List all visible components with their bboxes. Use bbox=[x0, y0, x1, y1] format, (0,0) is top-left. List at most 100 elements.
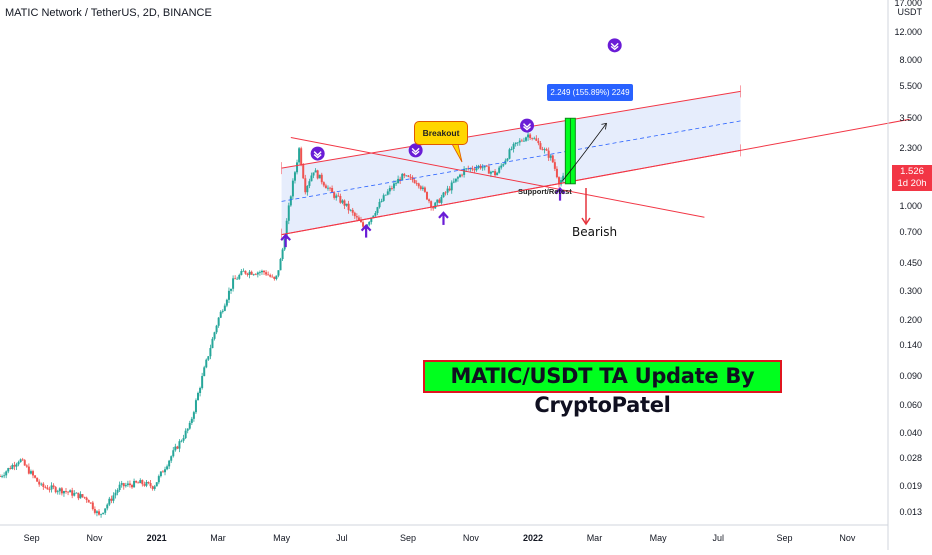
candle-body bbox=[560, 180, 563, 185]
candle-body bbox=[180, 440, 183, 442]
candle-body bbox=[524, 137, 527, 141]
candle-body bbox=[510, 148, 513, 150]
candle-body bbox=[531, 138, 534, 139]
candle-body bbox=[498, 167, 501, 173]
up-marker-head bbox=[360, 223, 372, 232]
candle-body bbox=[258, 272, 261, 274]
candle-body bbox=[306, 185, 309, 193]
measure-label: 2.249 (155.89%) 2249 bbox=[547, 84, 633, 101]
candle-body bbox=[494, 171, 497, 176]
candle-body bbox=[502, 164, 505, 166]
candle-body bbox=[201, 376, 204, 388]
candle-body bbox=[227, 290, 230, 300]
candle-body bbox=[17, 462, 20, 465]
support-retest-label: Support/Retest bbox=[518, 187, 572, 196]
candle-body bbox=[329, 187, 332, 189]
candle-body bbox=[11, 465, 14, 469]
candle-body bbox=[362, 222, 365, 227]
candle-body bbox=[514, 142, 517, 145]
candle-body bbox=[355, 216, 358, 218]
candle-body bbox=[126, 483, 129, 486]
candle-body bbox=[473, 169, 476, 171]
candle-body bbox=[166, 466, 169, 470]
candle-body bbox=[535, 138, 538, 141]
candle-body bbox=[380, 200, 383, 202]
candle-body bbox=[423, 187, 426, 192]
candle-body bbox=[436, 199, 439, 203]
candle-body bbox=[65, 491, 68, 492]
candle-body bbox=[118, 484, 121, 491]
y-tick-label: 0.060 bbox=[899, 399, 922, 410]
down-marker-chevron bbox=[523, 123, 532, 131]
y-tick-label: 0.090 bbox=[899, 371, 922, 381]
candle-body bbox=[506, 158, 509, 161]
markers-layer bbox=[280, 38, 622, 248]
candle-body bbox=[489, 171, 492, 174]
y-tick-label: 0.700 bbox=[899, 226, 922, 237]
candle-body bbox=[48, 489, 51, 491]
down-marker bbox=[607, 38, 622, 53]
candle-body bbox=[190, 418, 193, 423]
candle-body bbox=[549, 155, 552, 158]
x-tick-label: Nov bbox=[86, 533, 103, 543]
candle-body bbox=[310, 175, 313, 182]
candle-body bbox=[314, 170, 317, 173]
candle-body bbox=[215, 325, 218, 333]
candle-body bbox=[419, 186, 422, 189]
up-marker-head bbox=[280, 233, 292, 241]
candle-body bbox=[205, 359, 208, 368]
candle-body bbox=[248, 271, 251, 275]
candle-body bbox=[345, 203, 348, 206]
candle-body bbox=[203, 367, 206, 377]
candle-body bbox=[333, 192, 336, 198]
candle-body bbox=[199, 387, 202, 393]
y-tick-label: 0.040 bbox=[899, 428, 922, 439]
projection-arrowhead bbox=[601, 122, 607, 130]
candle-body bbox=[475, 167, 478, 171]
candle-body bbox=[5, 471, 8, 476]
bearish-arrowhead bbox=[581, 217, 591, 226]
support-trendline bbox=[281, 118, 910, 236]
candle-body bbox=[176, 446, 179, 449]
candle-body bbox=[102, 512, 105, 514]
y-tick-label: 5.500 bbox=[899, 81, 922, 92]
candle-body bbox=[547, 150, 550, 158]
candle-body bbox=[184, 430, 187, 439]
candle-body bbox=[38, 481, 41, 485]
candle-body bbox=[273, 276, 276, 280]
candle-body bbox=[186, 428, 189, 431]
candle-body bbox=[446, 188, 449, 193]
candle-body bbox=[79, 494, 82, 499]
y-tick-label: 0.013 bbox=[899, 507, 922, 518]
candle-body bbox=[428, 199, 431, 202]
candle-body bbox=[197, 392, 200, 401]
candle-body bbox=[232, 278, 235, 289]
candle-body bbox=[337, 195, 340, 197]
candle-body bbox=[432, 207, 435, 209]
candle-body bbox=[477, 165, 480, 168]
candle-body bbox=[168, 460, 171, 467]
candle-body bbox=[287, 205, 290, 221]
candle-body bbox=[234, 278, 237, 280]
y-tick-label: 17.000 bbox=[894, 0, 922, 8]
candle-body bbox=[141, 480, 144, 485]
y-tick-label: 1.000 bbox=[899, 201, 922, 212]
candle-body bbox=[143, 484, 146, 486]
candle-body bbox=[508, 149, 511, 159]
x-tick-label: Mar bbox=[210, 533, 226, 543]
candle-body bbox=[487, 166, 490, 174]
up-marker-head bbox=[554, 186, 566, 195]
candle-body bbox=[401, 173, 404, 181]
down-marker-chevron bbox=[313, 151, 322, 159]
candle-body bbox=[372, 215, 375, 218]
candle-body bbox=[153, 486, 156, 489]
candle-body bbox=[174, 446, 177, 451]
candle-body bbox=[421, 187, 424, 189]
candle-body bbox=[213, 332, 216, 339]
candle-body bbox=[349, 209, 352, 211]
candle-body bbox=[465, 168, 468, 170]
candle-body bbox=[522, 140, 525, 142]
candle-body bbox=[300, 148, 303, 165]
